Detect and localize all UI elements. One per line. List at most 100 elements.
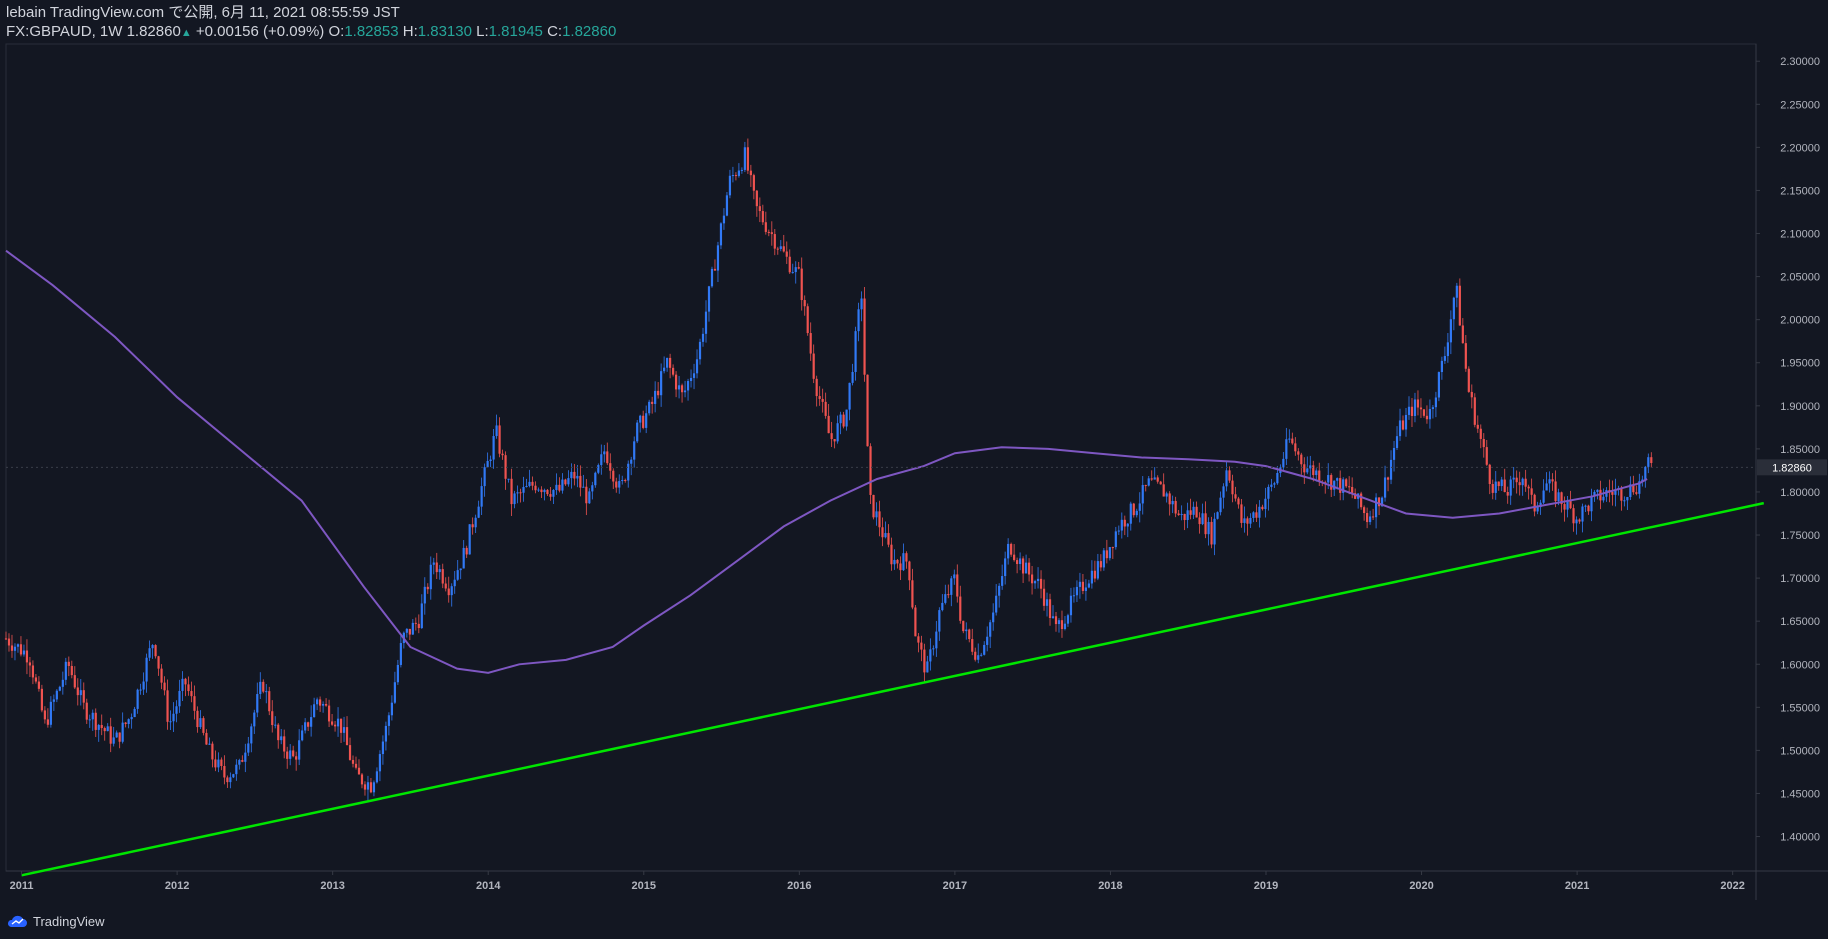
candle — [1578, 518, 1581, 524]
candle — [998, 583, 1001, 608]
candle — [52, 694, 55, 711]
candle-body — [91, 712, 94, 720]
candle — [698, 338, 702, 365]
candle-body — [929, 649, 932, 662]
candle-body — [342, 727, 346, 733]
support-trendline[interactable] — [21, 501, 1765, 877]
candle-body — [657, 390, 660, 396]
candle — [606, 442, 609, 466]
candle-body — [172, 713, 175, 722]
candle — [642, 410, 645, 430]
high-value: 1.83130 — [417, 23, 472, 40]
candle — [809, 322, 812, 361]
candle — [61, 671, 64, 695]
candle — [1234, 486, 1237, 502]
candle-body — [627, 463, 630, 481]
candle-body — [1174, 500, 1177, 514]
candle — [316, 697, 319, 711]
candle — [1644, 465, 1647, 488]
candle — [435, 552, 438, 580]
candle — [600, 444, 603, 475]
candle — [1458, 278, 1461, 326]
candle — [217, 752, 220, 773]
candle — [1533, 493, 1536, 517]
candle — [519, 488, 522, 503]
candle-body — [199, 718, 202, 728]
candle — [531, 476, 534, 491]
candle-body — [1231, 480, 1234, 495]
candle-body — [1506, 491, 1509, 496]
candle — [633, 436, 636, 468]
candle-body — [262, 681, 265, 692]
candle — [190, 681, 193, 703]
candle-body — [292, 750, 295, 757]
candle-body — [905, 553, 908, 562]
price-axis[interactable]: 1.40000 1.45000 1.50000 1.55000 1.60000 1.650… — [1756, 56, 1820, 844]
candle — [396, 659, 399, 685]
candle-body — [1383, 477, 1387, 498]
candle — [1401, 415, 1405, 431]
candle — [1413, 392, 1417, 423]
candle-body — [408, 628, 411, 635]
candle-body — [256, 694, 259, 713]
candle-body — [923, 649, 926, 673]
candle — [1252, 511, 1255, 523]
candle-body — [67, 661, 70, 666]
candle — [893, 549, 896, 570]
candle — [94, 708, 97, 737]
candle — [663, 356, 666, 374]
time-tick-label: 2018 — [1098, 880, 1122, 892]
candle — [432, 557, 435, 575]
candle-body — [570, 471, 573, 479]
candle-body — [1291, 438, 1294, 444]
time-axis[interactable]: 2011 2012 2013 2014 2015 2016 2017 2018 2019 2020… — [10, 871, 1745, 892]
candle-body — [597, 465, 600, 473]
candle — [1144, 484, 1147, 492]
candle-body — [1225, 470, 1228, 487]
candle-body — [737, 170, 741, 176]
candle-body — [842, 414, 845, 427]
candle — [1407, 396, 1411, 420]
candle-body — [1054, 616, 1058, 625]
candle-body — [615, 481, 618, 488]
candle — [1602, 488, 1605, 503]
chart-header: lebain TradingView.com で公開, 6月 11, 2021 … — [6, 3, 616, 43]
candle — [1207, 517, 1210, 546]
candle-body — [1222, 486, 1225, 498]
candle — [1063, 615, 1067, 631]
candle-body — [863, 298, 866, 375]
candle-body — [1036, 578, 1040, 582]
candle-body — [1509, 479, 1512, 496]
candle-body — [872, 494, 875, 518]
candle-body — [1024, 562, 1028, 574]
candle-body — [854, 331, 857, 372]
candle-body — [310, 717, 313, 727]
candle-body — [1066, 615, 1070, 624]
candle-body — [803, 300, 806, 307]
candle — [842, 411, 845, 429]
candle — [142, 672, 145, 695]
candle-body — [480, 486, 483, 507]
candle — [1120, 512, 1123, 539]
footer-brand[interactable]: TradingView — [6, 911, 105, 931]
candle-body — [707, 286, 711, 312]
candle — [630, 456, 633, 476]
candle-body — [399, 643, 402, 665]
candle — [1054, 612, 1058, 632]
candle — [818, 386, 821, 406]
symbol-label[interactable]: FX:GBPAUD, 1W — [6, 23, 123, 40]
candle-body — [220, 759, 223, 767]
candle — [1395, 426, 1399, 450]
candle — [184, 677, 187, 697]
candle — [178, 679, 181, 713]
candle-body — [839, 414, 842, 424]
candle-body — [145, 657, 148, 682]
candle — [304, 718, 307, 734]
candle-body — [722, 215, 726, 224]
candle-body — [1016, 560, 1019, 564]
candle — [1294, 437, 1297, 456]
candle — [887, 524, 890, 548]
candle-body — [10, 645, 14, 651]
candle — [423, 577, 426, 615]
